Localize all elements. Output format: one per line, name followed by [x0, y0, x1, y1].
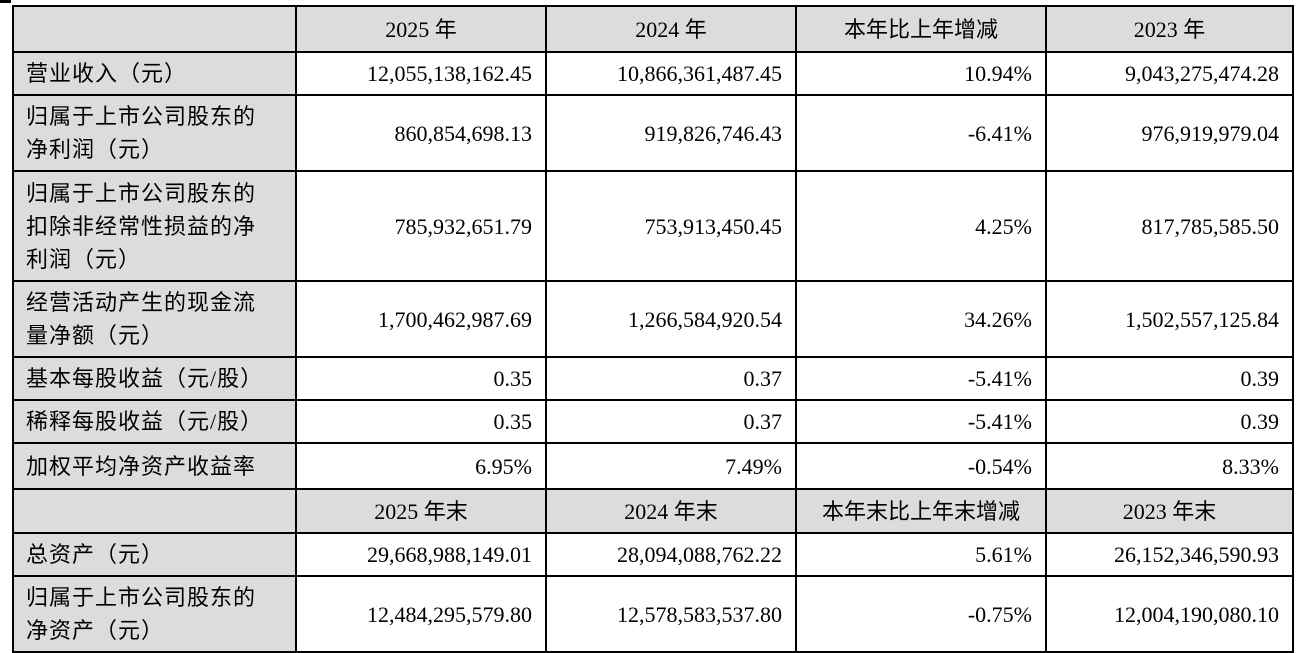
table-row-basic-eps: 基本每股收益（元/股） 0.35 0.37 -5.41% 0.39 — [12, 356, 1294, 401]
cell-value: 9,043,275,474.28 — [1045, 51, 1294, 96]
year-end-header-2025: 2025 年末 — [295, 488, 547, 534]
row-label: 加权平均净资产收益率 — [12, 442, 297, 490]
cell-value: -5.41% — [795, 399, 1047, 444]
year-header-2023: 2023 年 — [1045, 5, 1294, 53]
cell-value: 0.37 — [545, 399, 797, 444]
row-label: 基本每股收益（元/股） — [12, 356, 297, 401]
row-label: 归属于上市公司股东的 净资产（元） — [12, 575, 297, 653]
cell-value: 785,932,651.79 — [295, 170, 547, 282]
cell-value: 0.35 — [295, 399, 547, 444]
crop-artifact — [0, 0, 11, 3]
row-label: 营业收入（元） — [12, 51, 297, 96]
table-row-diluted-eps: 稀释每股收益（元/股） 0.35 0.37 -5.41% 0.39 — [12, 399, 1294, 444]
cell-value: 6.95% — [295, 442, 547, 490]
cell-value: 12,004,190,080.10 — [1045, 575, 1294, 653]
year-header-2025: 2025 年 — [295, 5, 547, 53]
cell-value: 860,854,698.13 — [295, 94, 547, 172]
row-label: 总资产（元） — [12, 532, 297, 577]
table-row-weighted-avg-roe: 加权平均净资产收益率 6.95% 7.49% -0.54% 8.33% — [12, 442, 1294, 490]
table-row-net-profit-excl-nonrecurring: 归属于上市公司股东的 扣除非经常性损益的净 利润（元） 785,932,651.… — [12, 170, 1294, 282]
cell-value: 817,785,585.50 — [1045, 170, 1294, 282]
cell-value: 10.94% — [795, 51, 1047, 96]
year-end-change-header: 本年末比上年末增减 — [795, 488, 1047, 534]
financial-summary-table: 2025 年 2024 年 本年比上年增减 2023 年 营业收入（元） 12,… — [12, 5, 1294, 653]
cell-value: 0.39 — [1045, 356, 1294, 401]
year-end-header-2024: 2024 年末 — [545, 488, 797, 534]
cell-value: 7.49% — [545, 442, 797, 490]
row-label: 稀释每股收益（元/股） — [12, 399, 297, 444]
cell-value: 12,055,138,162.45 — [295, 51, 547, 96]
cell-value: 5.61% — [795, 532, 1047, 577]
cell-value: 28,094,088,762.22 — [545, 532, 797, 577]
year-end-header-2023: 2023 年末 — [1045, 488, 1294, 534]
table-row-total-assets: 总资产（元） 29,668,988,149.01 28,094,088,762.… — [12, 532, 1294, 577]
cell-value: 26,152,346,590.93 — [1045, 532, 1294, 577]
cell-value: -0.54% — [795, 442, 1047, 490]
cell-value: 1,700,462,987.69 — [295, 280, 547, 358]
cell-value: 976,919,979.04 — [1045, 94, 1294, 172]
cell-value: 0.39 — [1045, 399, 1294, 444]
corner-cell — [12, 488, 297, 534]
cell-value: 919,826,746.43 — [545, 94, 797, 172]
cell-value: -6.41% — [795, 94, 1047, 172]
corner-cell — [12, 5, 297, 53]
cell-value: -5.41% — [795, 356, 1047, 401]
cell-value: 0.37 — [545, 356, 797, 401]
cell-value: 0.35 — [295, 356, 547, 401]
cell-value: 12,484,295,579.80 — [295, 575, 547, 653]
year-header-row: 2025 年 2024 年 本年比上年增减 2023 年 — [12, 5, 1294, 53]
cell-value: -0.75% — [795, 575, 1047, 653]
cell-value: 1,502,557,125.84 — [1045, 280, 1294, 358]
table-row-revenue: 营业收入（元） 12,055,138,162.45 10,866,361,487… — [12, 51, 1294, 96]
table-row-net-profit: 归属于上市公司股东的 净利润（元） 860,854,698.13 919,826… — [12, 94, 1294, 172]
row-label: 经营活动产生的现金流 量净额（元） — [12, 280, 297, 358]
row-label: 归属于上市公司股东的 净利润（元） — [12, 94, 297, 172]
cell-value: 4.25% — [795, 170, 1047, 282]
row-label: 归属于上市公司股东的 扣除非经常性损益的净 利润（元） — [12, 170, 297, 282]
year-end-header-row: 2025 年末 2024 年末 本年末比上年末增减 2023 年末 — [12, 488, 1294, 534]
table-row-net-assets: 归属于上市公司股东的 净资产（元） 12,484,295,579.80 12,5… — [12, 575, 1294, 653]
cell-value: 10,866,361,487.45 — [545, 51, 797, 96]
year-header-2024: 2024 年 — [545, 5, 797, 53]
table-row-operating-cash-flow: 经营活动产生的现金流 量净额（元） 1,700,462,987.69 1,266… — [12, 280, 1294, 358]
cell-value: 29,668,988,149.01 — [295, 532, 547, 577]
cell-value: 12,578,583,537.80 — [545, 575, 797, 653]
cell-value: 34.26% — [795, 280, 1047, 358]
yoy-change-header: 本年比上年增减 — [795, 5, 1047, 53]
cell-value: 8.33% — [1045, 442, 1294, 490]
cell-value: 753,913,450.45 — [545, 170, 797, 282]
cell-value: 1,266,584,920.54 — [545, 280, 797, 358]
